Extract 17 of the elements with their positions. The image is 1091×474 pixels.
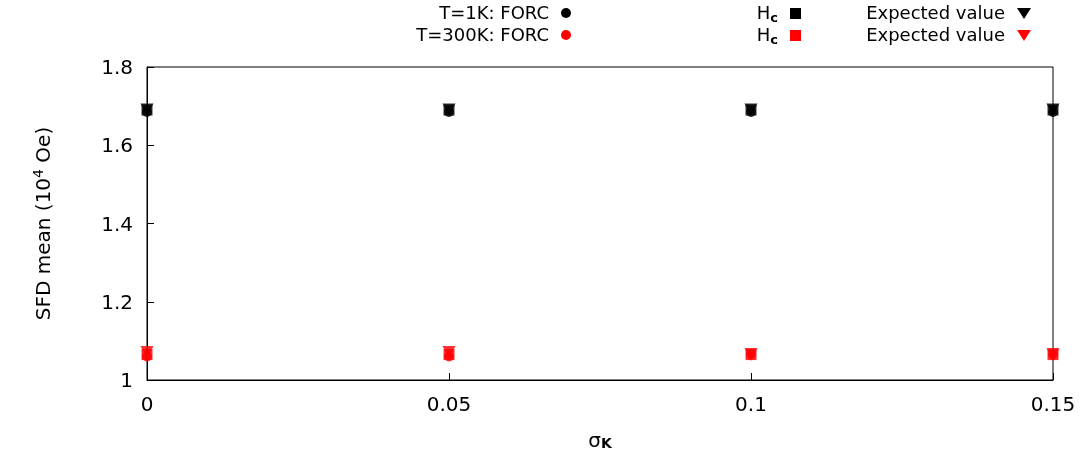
x-tick-label: 0.15 [1030,392,1076,416]
y-tick-label: 1.4 [101,211,133,236]
legend-label: H$_{c}$ [756,24,778,47]
legend-label: Expected value [866,2,1005,24]
legend-label: Expected value [866,24,1005,46]
x-tick-label: 0 [140,392,154,416]
y-tick-label: 1.6 [101,133,133,158]
y-tick-label: 1.2 [101,289,133,314]
y-tick-label: 1.8 [101,55,133,79]
x-tick-label: 0.05 [426,392,472,416]
legend-label: T=300K: FORC [416,24,549,46]
y-tick-label: 1 [120,368,133,392]
x-tick-label: 0.1 [735,392,767,416]
x-axis-title: σK [588,428,613,452]
legend-label: H$_{c}$ [756,2,778,25]
y-axis-title: SFD mean (104 Oe) [30,126,55,321]
legend-label: T=1K: FORC [439,2,549,24]
